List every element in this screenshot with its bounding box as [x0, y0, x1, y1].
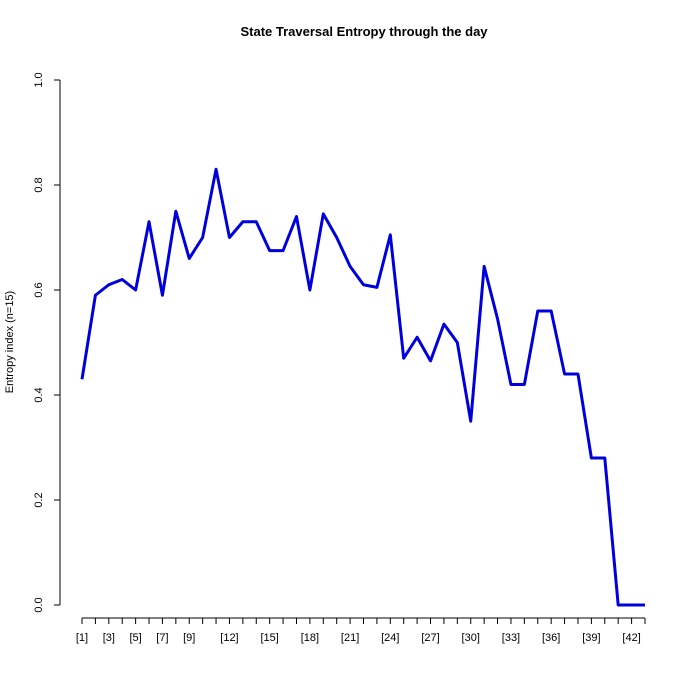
x-tick-label: [18] [301, 632, 319, 644]
x-tick-label: [42] [622, 632, 640, 644]
x-tick-label: [3] [103, 632, 115, 644]
y-tick-label: 0.4 [33, 387, 45, 402]
x-tick-label: [21] [341, 632, 359, 644]
y-tick-label: 0.8 [33, 177, 45, 192]
x-tick-label: [1] [76, 632, 88, 644]
x-tick-label: [15] [260, 632, 278, 644]
x-tick-label: [36] [542, 632, 560, 644]
x-tick-label: [24] [381, 632, 399, 644]
x-tick-label: [7] [156, 632, 168, 644]
y-tick-label: 0.0 [33, 597, 45, 612]
x-tick-label: [39] [582, 632, 600, 644]
y-axis: 0.0 0.2 0.4 0.6 0.8 1.0 [33, 72, 61, 613]
series-group [80, 167, 645, 607]
chart-title: State Traversal Entropy through the day [240, 24, 488, 39]
y-tick-label: 0.6 [33, 282, 45, 297]
x-tick-label: [5] [130, 632, 142, 644]
x-tick-label: [12] [220, 632, 238, 644]
y-axis-label: Entropy index (n=15) [4, 291, 16, 393]
y-tick-label: 0.2 [33, 492, 45, 507]
x-tick-label: [30] [462, 632, 480, 644]
y-tick-label: 1.0 [33, 72, 45, 87]
x-axis: [1] [3] [5] [7] [9] [12] [15] [18] [21] [24] [27] [… [76, 617, 646, 644]
series-line [80, 167, 645, 607]
x-tick-label: [27] [421, 632, 439, 644]
x-tick-label: [9] [183, 632, 195, 644]
x-tick-label: [33] [502, 632, 520, 644]
